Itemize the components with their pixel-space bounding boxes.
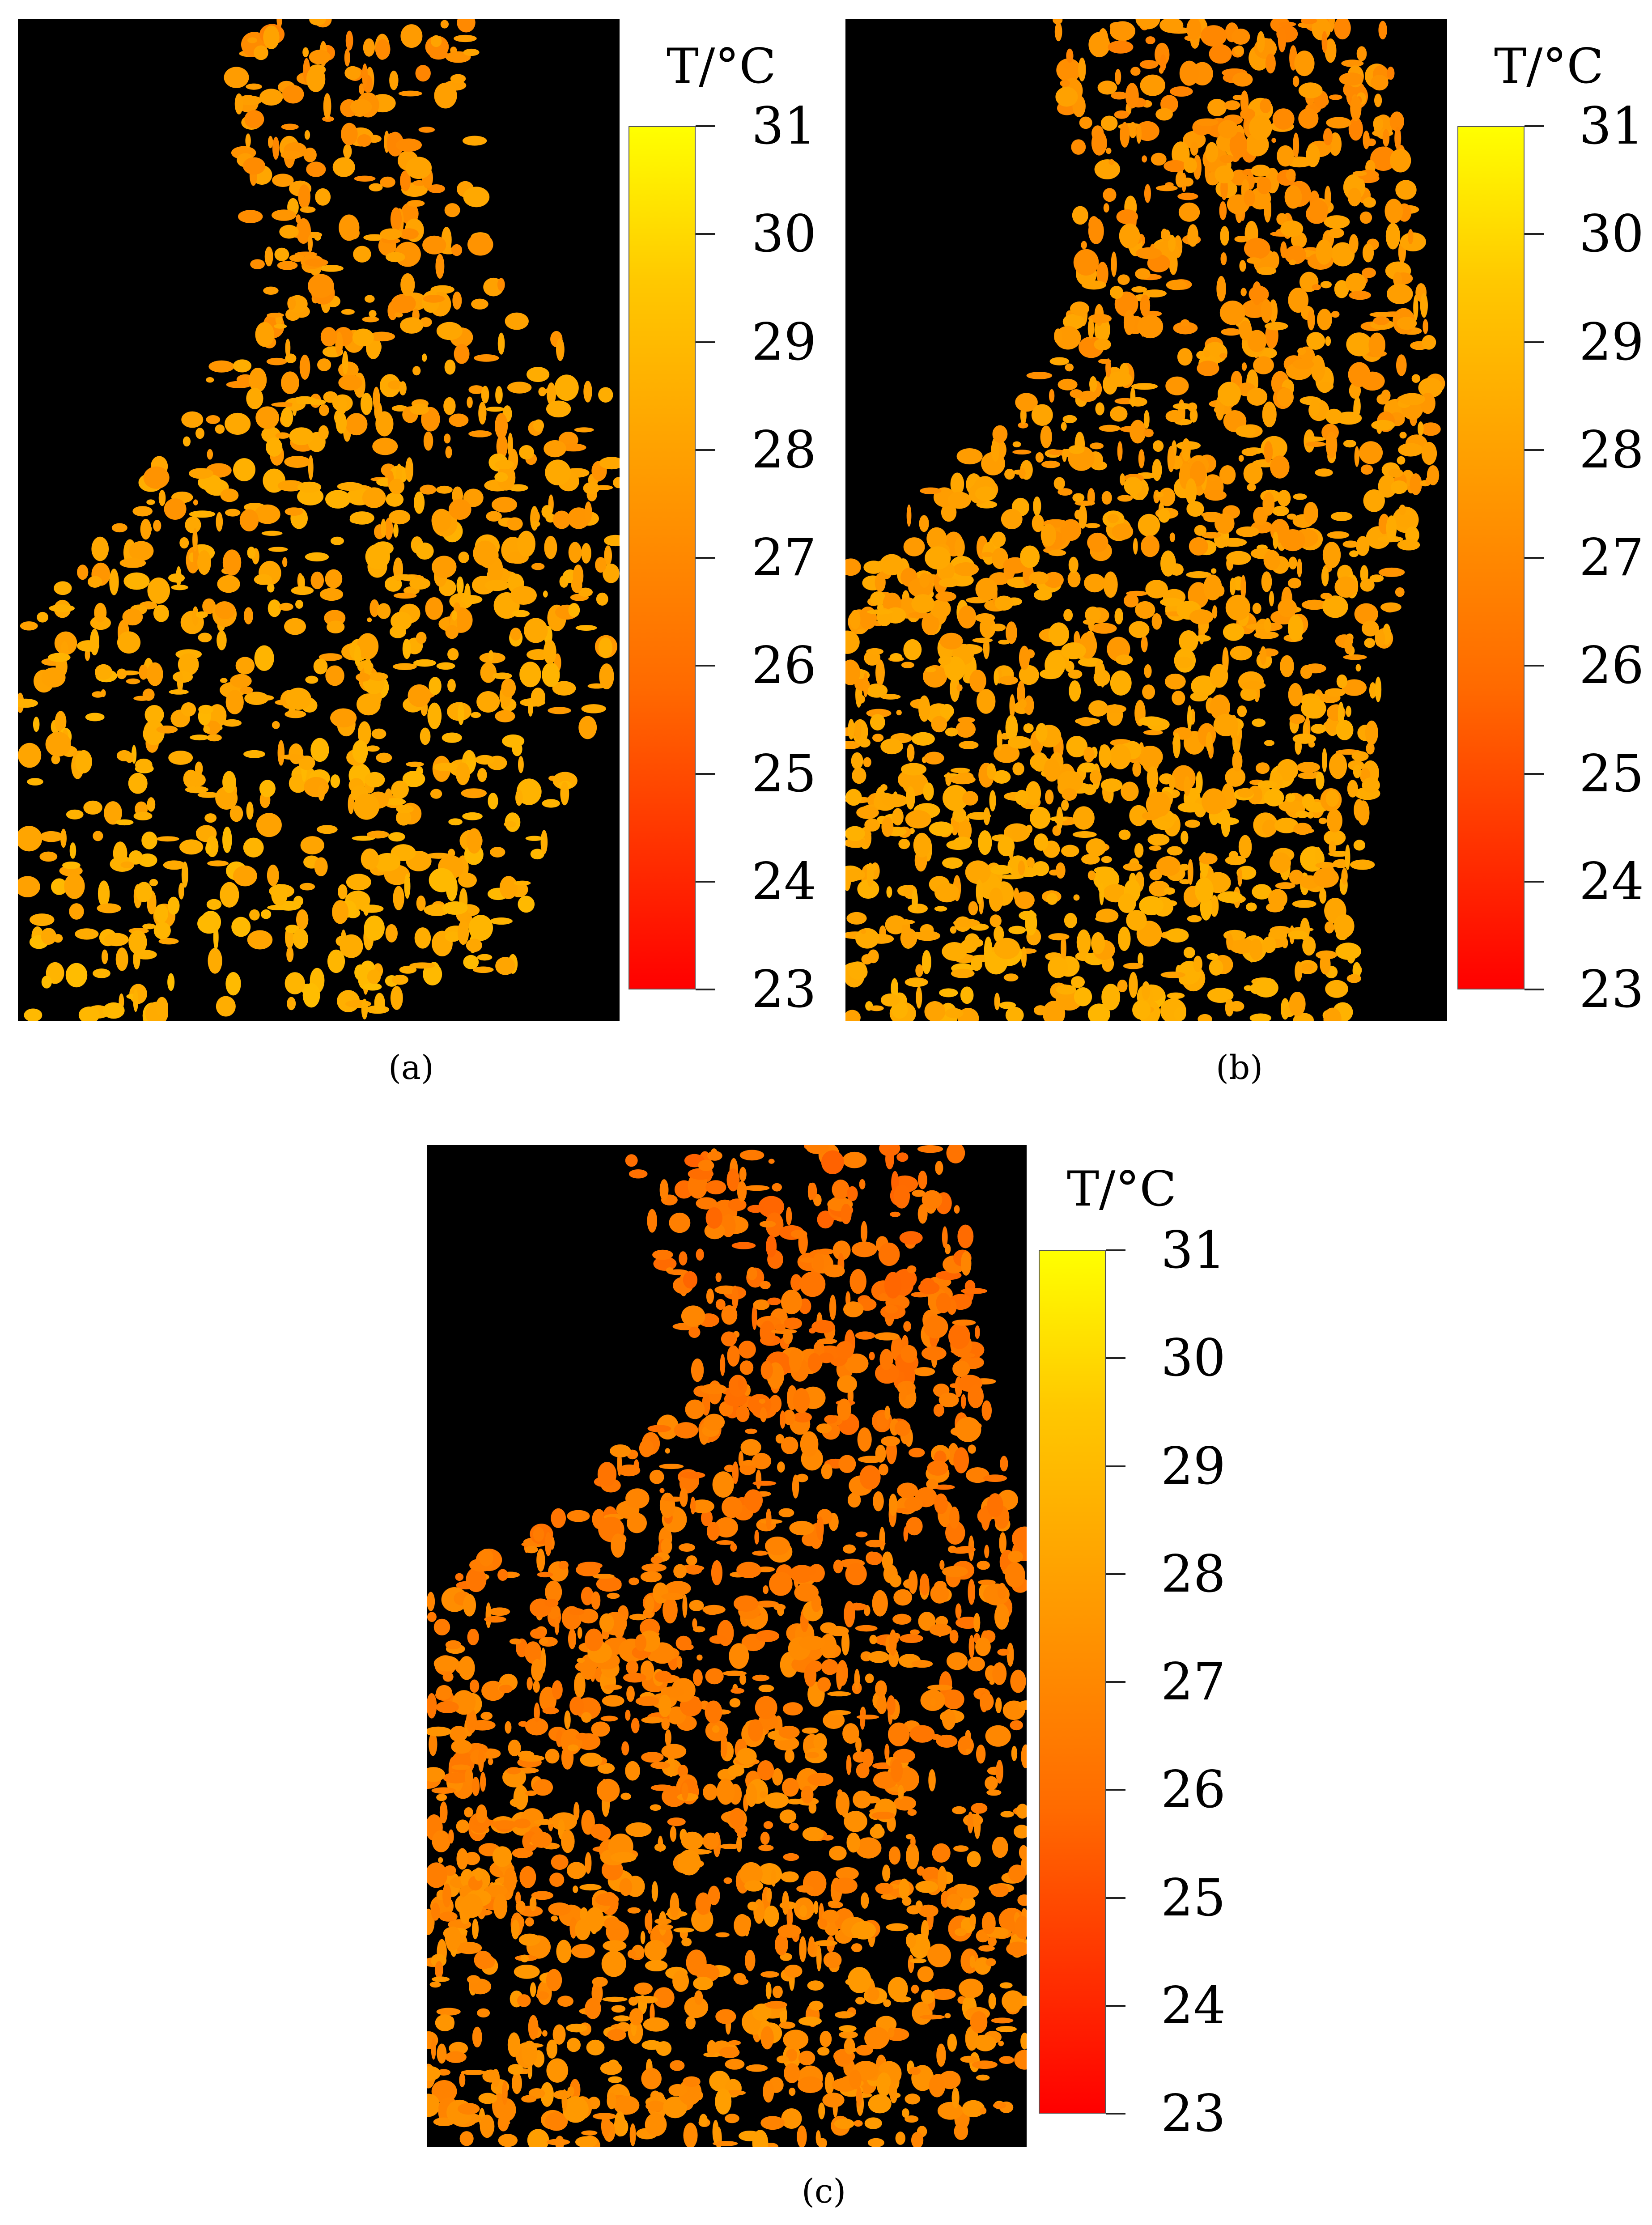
colorbar-tick bbox=[696, 880, 715, 883]
colorbar-tick bbox=[1525, 557, 1544, 559]
colorbar bbox=[1457, 126, 1525, 989]
colorbar-tick-label: 29 bbox=[752, 312, 817, 372]
colorbar-tick bbox=[1106, 1573, 1125, 1575]
temperature-map-a bbox=[18, 19, 620, 1021]
colorbar-tick bbox=[1525, 233, 1544, 235]
colorbar-tick-label: 25 bbox=[752, 743, 817, 803]
colorbar-tick bbox=[1525, 773, 1544, 775]
colorbar-tick-label: 30 bbox=[1161, 1328, 1226, 1388]
colorbar-tick bbox=[696, 449, 715, 451]
colorbar-tick-label: 31 bbox=[1161, 1220, 1226, 1280]
colorbar-tick-label: 28 bbox=[752, 420, 817, 480]
colorbar-tick bbox=[1106, 1465, 1125, 1467]
colorbar-tick bbox=[1106, 2113, 1125, 2115]
colorbar-tick-label: 24 bbox=[752, 851, 817, 911]
colorbar-tick-label: 24 bbox=[1579, 851, 1644, 911]
colorbar-tick bbox=[696, 665, 715, 667]
colorbar-tick-label: 26 bbox=[1161, 1760, 1226, 1820]
colorbar-tick-label: 31 bbox=[1579, 96, 1644, 156]
colorbar-tick bbox=[1106, 1897, 1125, 1899]
colorbar-tick-label: 30 bbox=[1579, 204, 1644, 264]
temperature-map-c bbox=[427, 1145, 1027, 2147]
colorbar-tick bbox=[1525, 665, 1544, 667]
colorbar-tick bbox=[1106, 1357, 1125, 1359]
colorbar-tick-label: 31 bbox=[752, 96, 817, 156]
colorbar-tick bbox=[1106, 1681, 1125, 1683]
colorbar-tick bbox=[696, 233, 715, 235]
colorbar-tick bbox=[696, 125, 715, 127]
colorbar-tick-label: 28 bbox=[1161, 1544, 1226, 1604]
colorbar-tick-label: 26 bbox=[752, 636, 817, 696]
temperature-patches bbox=[427, 1145, 1027, 2147]
colorbar-tick bbox=[1525, 880, 1544, 883]
colorbar-tick bbox=[1525, 125, 1544, 127]
colorbar-tick bbox=[696, 773, 715, 775]
colorbar-tick bbox=[1525, 989, 1544, 990]
colorbar-tick-label: 23 bbox=[1579, 960, 1644, 1019]
colorbar-tick-label: 28 bbox=[1579, 420, 1644, 480]
colorbar-tick bbox=[696, 557, 715, 559]
colorbar-tick bbox=[696, 989, 715, 990]
panel-caption-a: (a) bbox=[388, 1049, 434, 1087]
panel-caption-b: (b) bbox=[1216, 1049, 1263, 1087]
colorbar bbox=[1039, 1250, 1106, 2114]
colorbar-tick-label: 26 bbox=[1579, 636, 1644, 696]
colorbar-tick bbox=[696, 341, 715, 343]
panel-caption-c: (c) bbox=[802, 2172, 846, 2211]
temperature-patches bbox=[845, 19, 1445, 1021]
temperature-patches bbox=[18, 19, 620, 1021]
colorbar-title: T/°C bbox=[1067, 1161, 1177, 1217]
colorbar-tick-label: 25 bbox=[1579, 743, 1644, 803]
colorbar-tick-label: 29 bbox=[1579, 312, 1644, 372]
colorbar-tick bbox=[1525, 449, 1544, 451]
colorbar-tick-label: 30 bbox=[752, 204, 817, 264]
colorbar-title: T/°C bbox=[1494, 38, 1604, 94]
colorbar-tick bbox=[1106, 1249, 1125, 1251]
colorbar-tick-label: 25 bbox=[1161, 1868, 1226, 1928]
temperature-map-b bbox=[845, 19, 1447, 1021]
colorbar-tick-label: 27 bbox=[1161, 1652, 1226, 1711]
colorbar-tick-label: 23 bbox=[1161, 2084, 1226, 2143]
colorbar-tick-label: 23 bbox=[752, 960, 817, 1019]
colorbar-tick-label: 27 bbox=[1579, 528, 1644, 587]
colorbar-tick-label: 27 bbox=[752, 528, 817, 587]
colorbar-tick-label: 24 bbox=[1161, 1975, 1226, 2035]
colorbar-tick-label: 29 bbox=[1161, 1436, 1226, 1496]
colorbar-title: T/°C bbox=[667, 38, 777, 94]
colorbar-tick bbox=[1525, 341, 1544, 343]
colorbar bbox=[629, 126, 696, 989]
colorbar-tick bbox=[1106, 2004, 1125, 2007]
colorbar-tick bbox=[1106, 1789, 1125, 1791]
